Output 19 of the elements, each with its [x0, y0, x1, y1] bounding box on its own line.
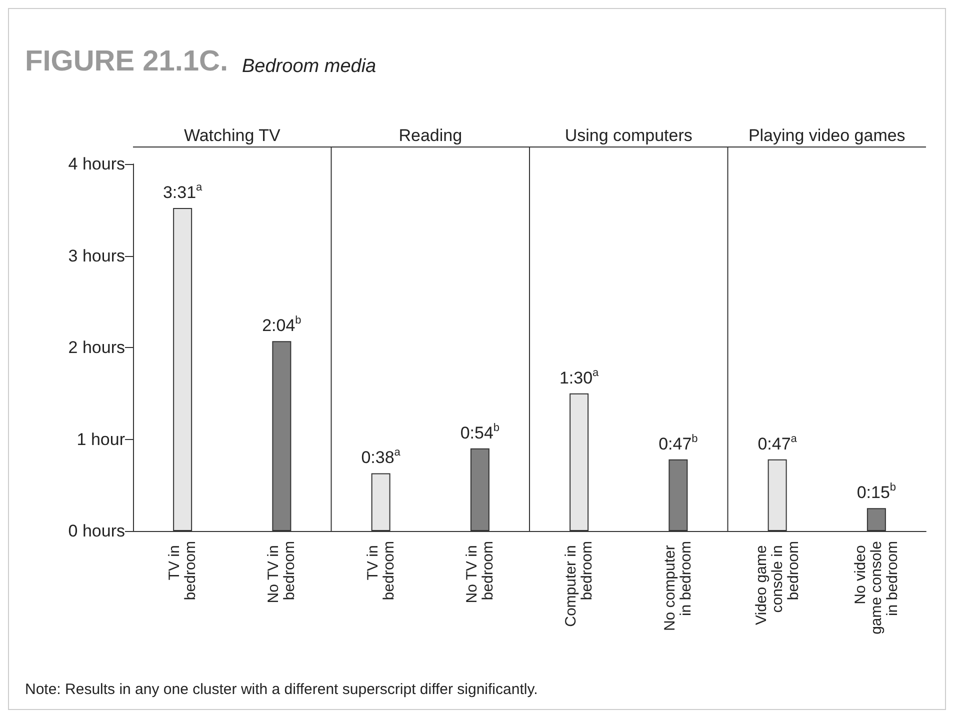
text: Watching TV	[184, 126, 281, 145]
text: Reading	[398, 126, 462, 145]
x-tick-label: No TV in bedroom	[265, 541, 298, 604]
x-tick-label: No computer in bedroom	[662, 541, 695, 632]
x-tick-label: No TV in bedroom	[463, 541, 496, 604]
y-tick-label: 3 hours	[68, 246, 125, 266]
x-tick-label: TV in bedroom	[364, 541, 398, 600]
y-tick-label: 4 hours	[68, 154, 125, 174]
text: Note: Results in any one cluster with a different superscript differ significantly.	[25, 681, 538, 698]
y-tick-label: 0 hours	[68, 522, 125, 540]
y-tick-label: 2 hours	[68, 338, 125, 357]
chart-subtitle: Bedroom media	[242, 56, 376, 77]
text: Using computers	[564, 126, 692, 145]
y-tick-label: 1 hour	[76, 430, 126, 449]
text: Playing video games	[748, 126, 906, 145]
x-tick-label: TV in bedroom	[166, 541, 200, 600]
x-tick-label: Video game console in bedroom	[752, 541, 802, 625]
x-tick-label: Computer in bedroom	[562, 541, 596, 627]
chart-title: FIGURE 21.1C.	[25, 46, 228, 78]
